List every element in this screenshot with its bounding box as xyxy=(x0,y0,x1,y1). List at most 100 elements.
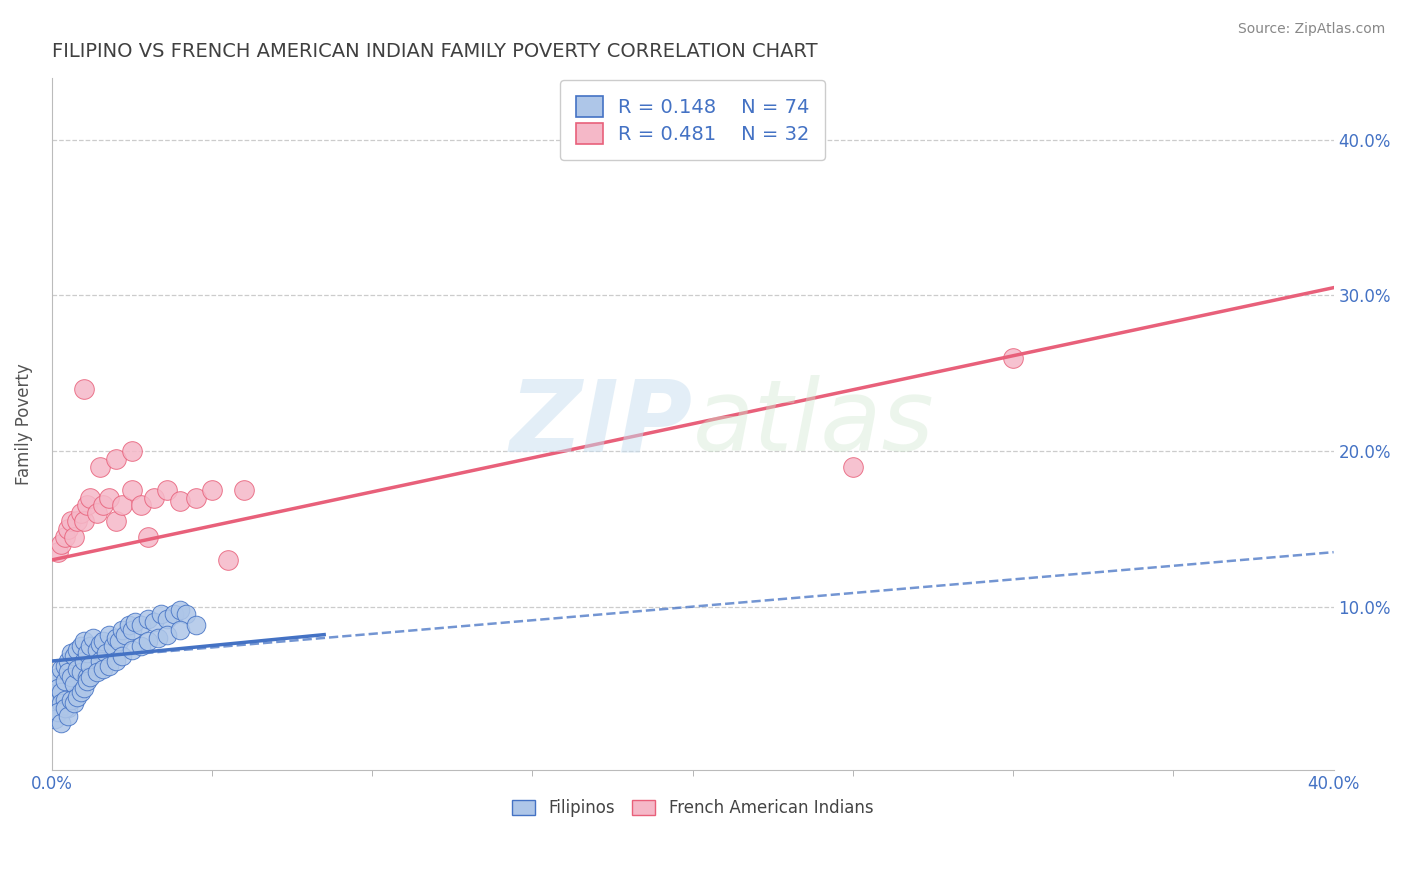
Point xyxy=(121,483,143,497)
Point xyxy=(156,627,179,641)
Point xyxy=(131,618,153,632)
Y-axis label: Family Poverty: Family Poverty xyxy=(15,363,32,484)
Text: FILIPINO VS FRENCH AMERICAN INDIAN FAMILY POVERTY CORRELATION CHART: FILIPINO VS FRENCH AMERICAN INDIAN FAMIL… xyxy=(52,42,817,61)
Point xyxy=(53,693,76,707)
Point xyxy=(96,646,118,660)
Point xyxy=(121,643,143,657)
Point xyxy=(98,627,121,641)
Point xyxy=(59,646,82,660)
Point xyxy=(91,662,114,676)
Point xyxy=(59,693,82,707)
Point xyxy=(108,633,131,648)
Legend: Filipinos, French American Indians: Filipinos, French American Indians xyxy=(505,793,880,824)
Point xyxy=(184,491,207,505)
Point xyxy=(111,649,134,664)
Point xyxy=(51,685,73,699)
Point xyxy=(111,499,134,513)
Point xyxy=(86,643,108,657)
Point xyxy=(63,696,86,710)
Point xyxy=(73,382,96,396)
Point xyxy=(76,499,98,513)
Point xyxy=(82,631,104,645)
Point xyxy=(46,545,69,559)
Point xyxy=(842,459,865,474)
Point xyxy=(53,530,76,544)
Point xyxy=(56,654,79,668)
Point xyxy=(44,690,66,704)
Point xyxy=(73,654,96,668)
Point xyxy=(98,491,121,505)
Point xyxy=(69,639,91,653)
Point xyxy=(73,681,96,695)
Point xyxy=(86,665,108,679)
Point xyxy=(79,491,101,505)
Point xyxy=(86,506,108,520)
Point xyxy=(51,537,73,551)
Point xyxy=(69,665,91,679)
Point xyxy=(101,639,124,653)
Point xyxy=(79,670,101,684)
Point xyxy=(143,491,166,505)
Point xyxy=(131,499,153,513)
Point xyxy=(76,646,98,660)
Point xyxy=(156,483,179,497)
Text: atlas: atlas xyxy=(693,376,935,472)
Point xyxy=(104,451,127,466)
Point xyxy=(46,670,69,684)
Point xyxy=(114,627,136,641)
Point xyxy=(63,677,86,691)
Point xyxy=(63,649,86,664)
Point xyxy=(46,681,69,695)
Point xyxy=(136,633,159,648)
Point xyxy=(51,662,73,676)
Point xyxy=(66,662,89,676)
Point xyxy=(69,685,91,699)
Point xyxy=(66,514,89,528)
Point xyxy=(79,658,101,673)
Point xyxy=(121,444,143,458)
Point xyxy=(111,623,134,637)
Text: Source: ZipAtlas.com: Source: ZipAtlas.com xyxy=(1237,22,1385,37)
Point xyxy=(104,514,127,528)
Point xyxy=(169,603,191,617)
Point xyxy=(53,658,76,673)
Point xyxy=(169,623,191,637)
Point xyxy=(66,643,89,657)
Point xyxy=(98,658,121,673)
Point xyxy=(89,637,111,651)
Point xyxy=(51,696,73,710)
Point xyxy=(51,716,73,731)
Point xyxy=(143,615,166,630)
Point xyxy=(124,615,146,630)
Point xyxy=(63,530,86,544)
Point xyxy=(169,493,191,508)
Point xyxy=(44,712,66,726)
Point xyxy=(46,706,69,720)
Point xyxy=(66,690,89,704)
Point xyxy=(73,514,96,528)
Point xyxy=(121,623,143,637)
Point xyxy=(233,483,256,497)
Point xyxy=(1002,351,1025,365)
Point xyxy=(91,499,114,513)
Point xyxy=(56,665,79,679)
Point xyxy=(91,633,114,648)
Point xyxy=(56,700,79,714)
Point xyxy=(76,674,98,689)
Point xyxy=(59,514,82,528)
Point xyxy=(79,639,101,653)
Point xyxy=(104,631,127,645)
Point xyxy=(146,631,169,645)
Point xyxy=(136,530,159,544)
Point xyxy=(56,708,79,723)
Point xyxy=(53,700,76,714)
Point xyxy=(149,607,172,622)
Point xyxy=(59,670,82,684)
Point xyxy=(201,483,224,497)
Point xyxy=(53,674,76,689)
Point xyxy=(131,639,153,653)
Point xyxy=(89,459,111,474)
Point xyxy=(89,654,111,668)
Point xyxy=(104,654,127,668)
Point xyxy=(156,612,179,626)
